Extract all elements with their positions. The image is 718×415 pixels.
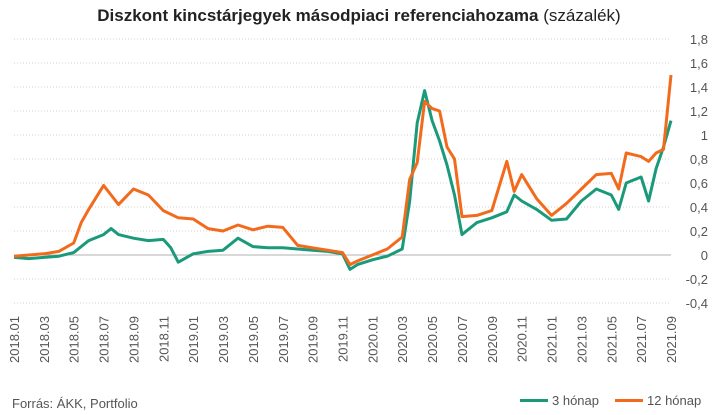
x-tick-label: 2019.11 bbox=[336, 316, 351, 362]
x-tick-label: 2018.05 bbox=[67, 316, 82, 363]
x-tick-label: 2020.03 bbox=[395, 316, 410, 363]
x-tick-label: 2020.01 bbox=[365, 316, 380, 363]
x-tick-label: 2020.05 bbox=[425, 316, 440, 363]
legend-label-12-honap: 12 hónap bbox=[647, 393, 702, 408]
x-tick-label: 2018.01 bbox=[7, 316, 22, 363]
grid-lines bbox=[14, 38, 671, 304]
x-tick-label: 2021.01 bbox=[545, 316, 560, 363]
x-tick-label: 2019.05 bbox=[246, 316, 261, 363]
y-tick-label: 0,6 bbox=[690, 176, 708, 191]
x-tick-label: 2019.01 bbox=[186, 316, 201, 363]
series-lines bbox=[13, 74, 673, 271]
y-tick-label: 1,4 bbox=[690, 80, 708, 95]
y-tick-label: -0,2 bbox=[686, 272, 708, 287]
x-tick-label: 2019.09 bbox=[306, 316, 321, 363]
legend-swatch-3-honap bbox=[520, 399, 548, 402]
y-tick-label: 0 bbox=[701, 248, 708, 263]
x-tick-label: 2018.07 bbox=[97, 316, 112, 363]
x-tick-label: 2018.11 bbox=[156, 316, 171, 362]
x-tick-label: 2021.05 bbox=[604, 316, 619, 363]
legend-item-12-honap: 12 hónap bbox=[615, 393, 701, 408]
source-note: Forrás: ÁKK, Portfolio bbox=[12, 396, 138, 411]
x-tick-label: 2020.07 bbox=[455, 316, 470, 363]
y-tick-label: 1,6 bbox=[690, 56, 708, 71]
chart-title-main: Diszkont kincstárjegyek másodpiaci refer… bbox=[97, 6, 539, 25]
y-tick-label: 1 bbox=[701, 128, 708, 143]
chart-title-unit: (százalék) bbox=[543, 6, 621, 25]
y-tick-label: -0,4 bbox=[686, 296, 708, 311]
y-tick-label: 1,8 bbox=[690, 32, 708, 47]
x-tick-label: 2020.09 bbox=[485, 316, 500, 363]
x-tick-label: 2021.09 bbox=[664, 316, 679, 363]
x-tick-label: 2019.03 bbox=[216, 316, 231, 363]
legend-item-3-honap: 3 hónap bbox=[520, 393, 599, 408]
y-tick-label: 0,4 bbox=[690, 200, 708, 215]
y-tick-label: 1,2 bbox=[690, 104, 708, 119]
series-line-12-honap bbox=[13, 74, 673, 267]
legend-label-3-honap: 3 hónap bbox=[552, 393, 599, 408]
x-tick-label: 2021.03 bbox=[574, 316, 589, 363]
x-tick-label: 2018.09 bbox=[126, 316, 141, 363]
x-axis-ticks: 2018.01 2018.03 2018.05 2018.07 2018.09 2018.… bbox=[7, 316, 679, 363]
x-tick-label: 2019.07 bbox=[276, 316, 291, 363]
x-tick-label: 2020.11 bbox=[515, 316, 530, 362]
chart-title: Diszkont kincstárjegyek másodpiaci refer… bbox=[0, 6, 718, 26]
y-axis-ticks: -0,4 -0,2 0 0,2 0,4 0,6 0,8 1 1,2 1,4 1,6 1,8 bbox=[686, 32, 708, 311]
series-line-3-honap bbox=[13, 89, 673, 271]
y-tick-label: 0,2 bbox=[690, 224, 708, 239]
x-tick-label: 2021.07 bbox=[634, 316, 649, 363]
y-tick-label: 0,8 bbox=[690, 152, 708, 167]
legend-swatch-12-honap bbox=[615, 399, 643, 402]
x-tick-label: 2018.03 bbox=[37, 316, 52, 363]
